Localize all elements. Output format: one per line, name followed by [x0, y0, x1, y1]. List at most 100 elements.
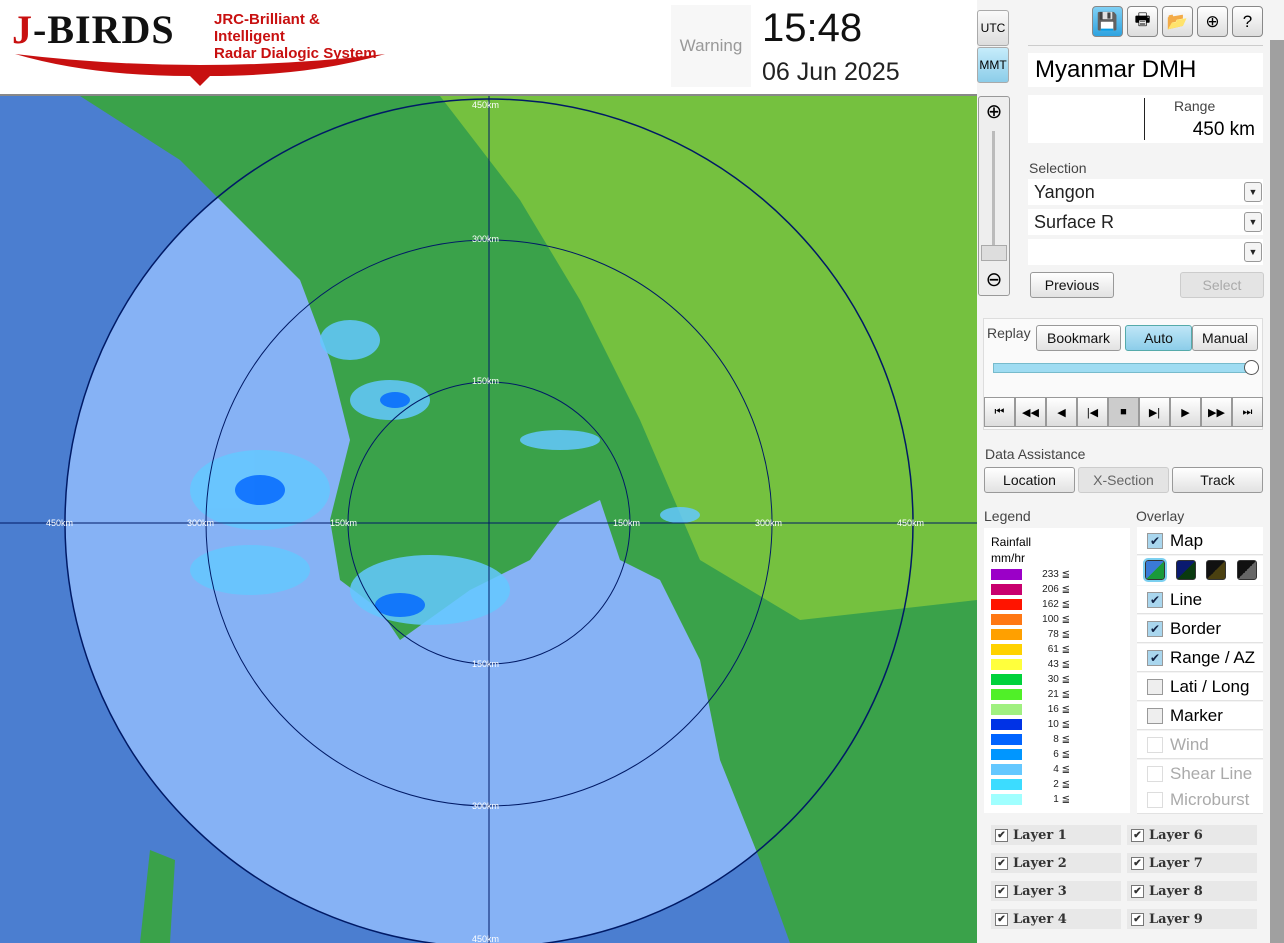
legend-swatch — [991, 734, 1022, 745]
zoom-out-icon[interactable]: ⊖ — [985, 269, 1003, 291]
chevron-down-icon[interactable]: ▼ — [1244, 242, 1262, 262]
legend-swatch — [991, 569, 1022, 580]
product-select[interactable]: Surface R ▼ — [1028, 209, 1263, 235]
layer-toggle[interactable]: ✔ Layer 8 — [1127, 881, 1257, 901]
bookmark-button[interactable]: Bookmark — [1036, 325, 1121, 351]
checkbox[interactable]: ✔ — [995, 912, 1008, 926]
forward-fast-icon[interactable]: ▶▶ — [1201, 397, 1232, 427]
layer-toggle[interactable]: ✔ Layer 1 — [991, 825, 1121, 845]
rewind-fast-icon[interactable]: ◀◀ — [1015, 397, 1046, 427]
third-select[interactable]: ▼ — [1028, 239, 1263, 265]
utc-button[interactable]: UTC — [977, 10, 1009, 46]
range-rings — [0, 96, 977, 943]
checkbox[interactable] — [1147, 678, 1163, 695]
overlay-line[interactable]: ✔ Line — [1137, 586, 1263, 614]
checkbox — [1147, 791, 1163, 808]
overlay-microburst: Microburst — [1137, 786, 1263, 814]
zoom-handle[interactable] — [981, 245, 1007, 261]
checkbox[interactable]: ✔ — [995, 828, 1008, 842]
radar-map[interactable]: 450km 300km 150km 150km 300km 450km 450k… — [0, 96, 977, 943]
legend-swatch — [991, 779, 1022, 790]
checkbox — [1147, 765, 1163, 782]
zoom-slider[interactable]: ⊕ ⊖ — [978, 96, 1010, 296]
overlay-border[interactable]: ✔ Border — [1137, 615, 1263, 643]
overlay-map[interactable]: ✔ Map — [1137, 527, 1263, 555]
step-forward-icon[interactable]: ▶| — [1139, 397, 1170, 427]
scrollbar[interactable] — [1270, 40, 1284, 943]
legend-swatch — [991, 749, 1022, 760]
stop-icon[interactable]: ■ — [1108, 397, 1139, 427]
legend-swatch — [991, 674, 1022, 685]
legend-swatch — [991, 599, 1022, 610]
range-label: 300km — [755, 518, 782, 528]
last-icon[interactable]: ⏭ — [1232, 397, 1263, 427]
layer-toggle[interactable]: ✔ Layer 2 — [991, 853, 1121, 873]
overlay-marker[interactable]: Marker — [1137, 702, 1263, 730]
xsection-button[interactable]: X-Section — [1078, 467, 1169, 493]
mmt-button[interactable]: MMT — [977, 47, 1009, 83]
checkbox[interactable]: ✔ — [1131, 828, 1144, 842]
first-icon[interactable]: ⏮ — [984, 397, 1015, 427]
range-label: 450km — [472, 100, 499, 110]
checkbox[interactable]: ✔ — [1131, 912, 1144, 926]
map-style-swatch[interactable] — [1143, 558, 1167, 582]
checkbox[interactable]: ✔ — [995, 856, 1008, 870]
map-style-swatch[interactable] — [1237, 560, 1257, 580]
station-name: Myanmar DMH — [1028, 53, 1263, 87]
back-icon[interactable]: ◀ — [1046, 397, 1077, 427]
checkbox[interactable]: ✔ — [1131, 884, 1144, 898]
overlay-range-az[interactable]: ✔ Range / AZ — [1137, 644, 1263, 672]
layer-toggle[interactable]: ✔ Layer 9 — [1127, 909, 1257, 929]
save-icon[interactable]: 💾 — [1092, 6, 1123, 37]
legend-unit: mm/hr — [991, 551, 1025, 565]
map-style-swatch[interactable] — [1176, 560, 1196, 580]
legend-swatch — [991, 629, 1022, 640]
overlay-shear-line: Shear Line — [1137, 760, 1263, 788]
track-button[interactable]: Track — [1172, 467, 1263, 493]
manual-button[interactable]: Manual — [1192, 325, 1258, 351]
step-back-icon[interactable]: |◀ — [1077, 397, 1108, 427]
map-style-swatch[interactable] — [1206, 560, 1226, 580]
auto-button[interactable]: Auto — [1125, 325, 1192, 351]
replay-slider-handle[interactable] — [1244, 360, 1259, 375]
replay-label: Replay — [987, 325, 1031, 341]
range-label: 150km — [472, 376, 499, 386]
legend-value: 1 ≦ — [1053, 794, 1070, 805]
legend-swatch — [991, 704, 1022, 715]
help-icon[interactable]: ? — [1232, 6, 1263, 37]
layer-toggle[interactable]: ✔ Layer 3 — [991, 881, 1121, 901]
legend-swatch — [991, 644, 1022, 655]
layer-toggle[interactable]: ✔ Layer 4 — [991, 909, 1121, 929]
overlay-label: Overlay — [1136, 508, 1185, 524]
eagle-logo-icon — [15, 54, 385, 86]
legend-swatch — [991, 659, 1022, 670]
checkbox[interactable] — [1147, 707, 1163, 724]
chevron-down-icon[interactable]: ▼ — [1244, 212, 1262, 232]
checkbox[interactable]: ✔ — [995, 884, 1008, 898]
checkbox[interactable]: ✔ — [1147, 620, 1163, 637]
layer-toggle[interactable]: ✔ Layer 7 — [1127, 853, 1257, 873]
print-icon[interactable]: 🖶 — [1127, 6, 1158, 37]
checkbox[interactable]: ✔ — [1147, 649, 1163, 666]
select-button[interactable]: Select — [1180, 272, 1264, 298]
range-label: Range — [1174, 98, 1216, 114]
site-select[interactable]: Yangon ▼ — [1028, 179, 1263, 205]
chevron-down-icon[interactable]: ▼ — [1244, 182, 1262, 202]
add-image-icon[interactable]: ⊕ — [1197, 6, 1228, 37]
open-folder-icon[interactable]: 📂 — [1162, 6, 1193, 37]
play-icon[interactable]: ▶ — [1170, 397, 1201, 427]
layer-toggle[interactable]: ✔ Layer 6 — [1127, 825, 1257, 845]
previous-button[interactable]: Previous — [1030, 272, 1114, 298]
zoom-in-icon[interactable]: ⊕ — [985, 101, 1003, 123]
checkbox[interactable]: ✔ — [1147, 532, 1163, 549]
legend-value: 21 ≦ — [1047, 689, 1070, 700]
legend-value: 206 ≦ — [1042, 584, 1070, 595]
warning-panel[interactable]: Warning — [671, 5, 751, 87]
location-button[interactable]: Location — [984, 467, 1075, 493]
legend-value: 8 ≦ — [1053, 734, 1070, 745]
range-label: 150km — [613, 518, 640, 528]
legend-swatch — [991, 794, 1022, 805]
checkbox[interactable]: ✔ — [1147, 591, 1163, 608]
checkbox[interactable]: ✔ — [1131, 856, 1144, 870]
overlay-lati-long[interactable]: Lati / Long — [1137, 673, 1263, 701]
